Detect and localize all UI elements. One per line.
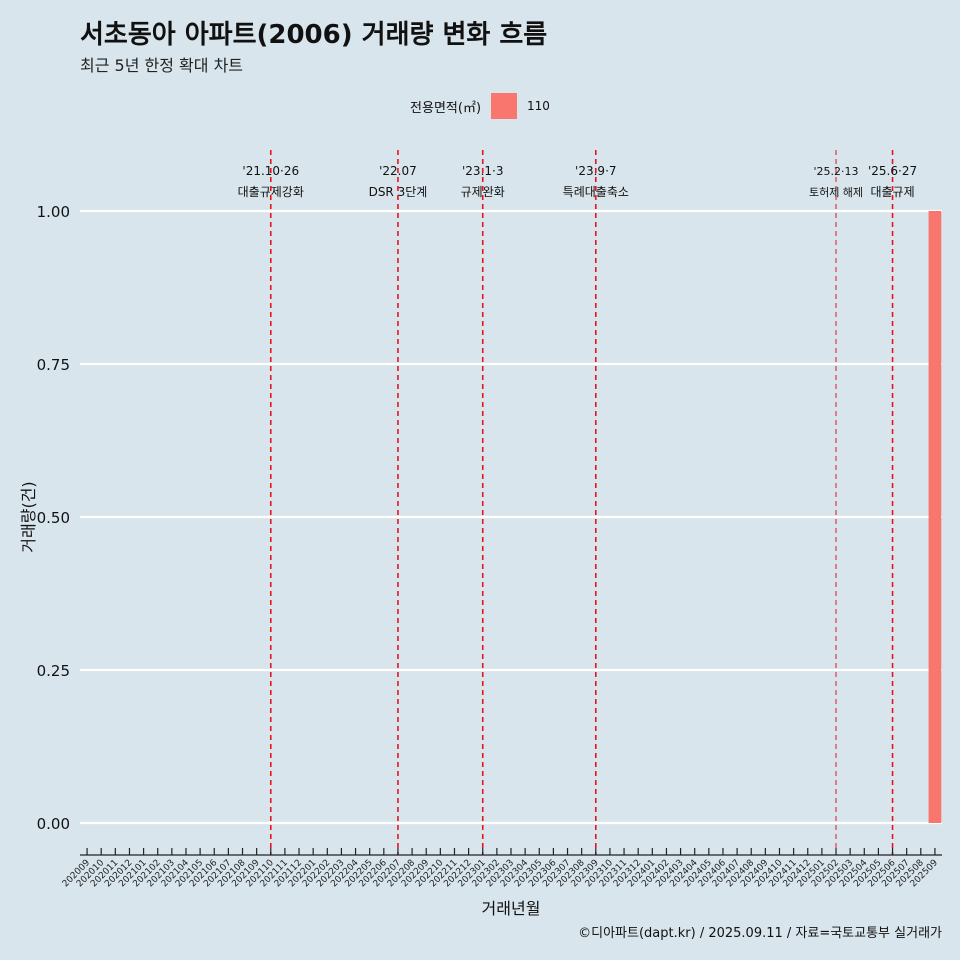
legend-color-key [491, 93, 518, 119]
event-date-label: '25.6·27 [868, 164, 917, 178]
event-label: 특례대출축소 [563, 185, 629, 199]
bar [928, 211, 942, 823]
event-label: 규제완화 [461, 185, 505, 199]
event-lines: '21.10·26 대출규제강화 '22.07 DSR 3단계 '23.1·3 규제완화 '… [238, 150, 917, 855]
y-tick-label: 0.25 [37, 662, 70, 680]
y-axis-label: 거래량(건) [19, 481, 38, 552]
y-tick-label: 0.00 [37, 815, 70, 833]
event-label: 대출규제강화 [238, 185, 304, 199]
legend: 전용면적(㎡) 110 [0, 93, 960, 119]
y-tick-label: 0.75 [37, 356, 70, 374]
chart-title: 서초동아 아파트(2006) 거래량 변화 흐름 [80, 20, 548, 50]
grid-lines [80, 209, 942, 825]
event-label: 토허제 해제 [809, 185, 863, 199]
y-tick-label: 0.50 [37, 509, 70, 527]
event-date-label: '23.9·7 [575, 164, 616, 178]
event-label: DSR 3단계 [369, 185, 428, 199]
event-date-label: '21.10·26 [242, 164, 299, 178]
event-date-label: '22.07 [379, 164, 417, 178]
footer-credit: ©디아파트(dapt.kr) / 2025.09.11 / 자료=국토교통부 실… [578, 926, 942, 941]
x-axis-label: 거래년월 [482, 899, 541, 918]
y-tick-label: 1.00 [37, 203, 70, 221]
event-date-label: '23.1·3 [462, 164, 503, 178]
event-label: 대출규제 [870, 185, 914, 199]
event-date-label: '25.2·13 [814, 165, 859, 178]
bars [928, 211, 942, 823]
legend-title: 전용면적(㎡) [410, 100, 482, 116]
chart-subtitle: 최근 5년 한정 확대 차트 [80, 56, 244, 75]
axes: 0.000.250.500.751.0020200920201020201120… [37, 203, 942, 889]
legend-label: 110 [527, 99, 550, 113]
